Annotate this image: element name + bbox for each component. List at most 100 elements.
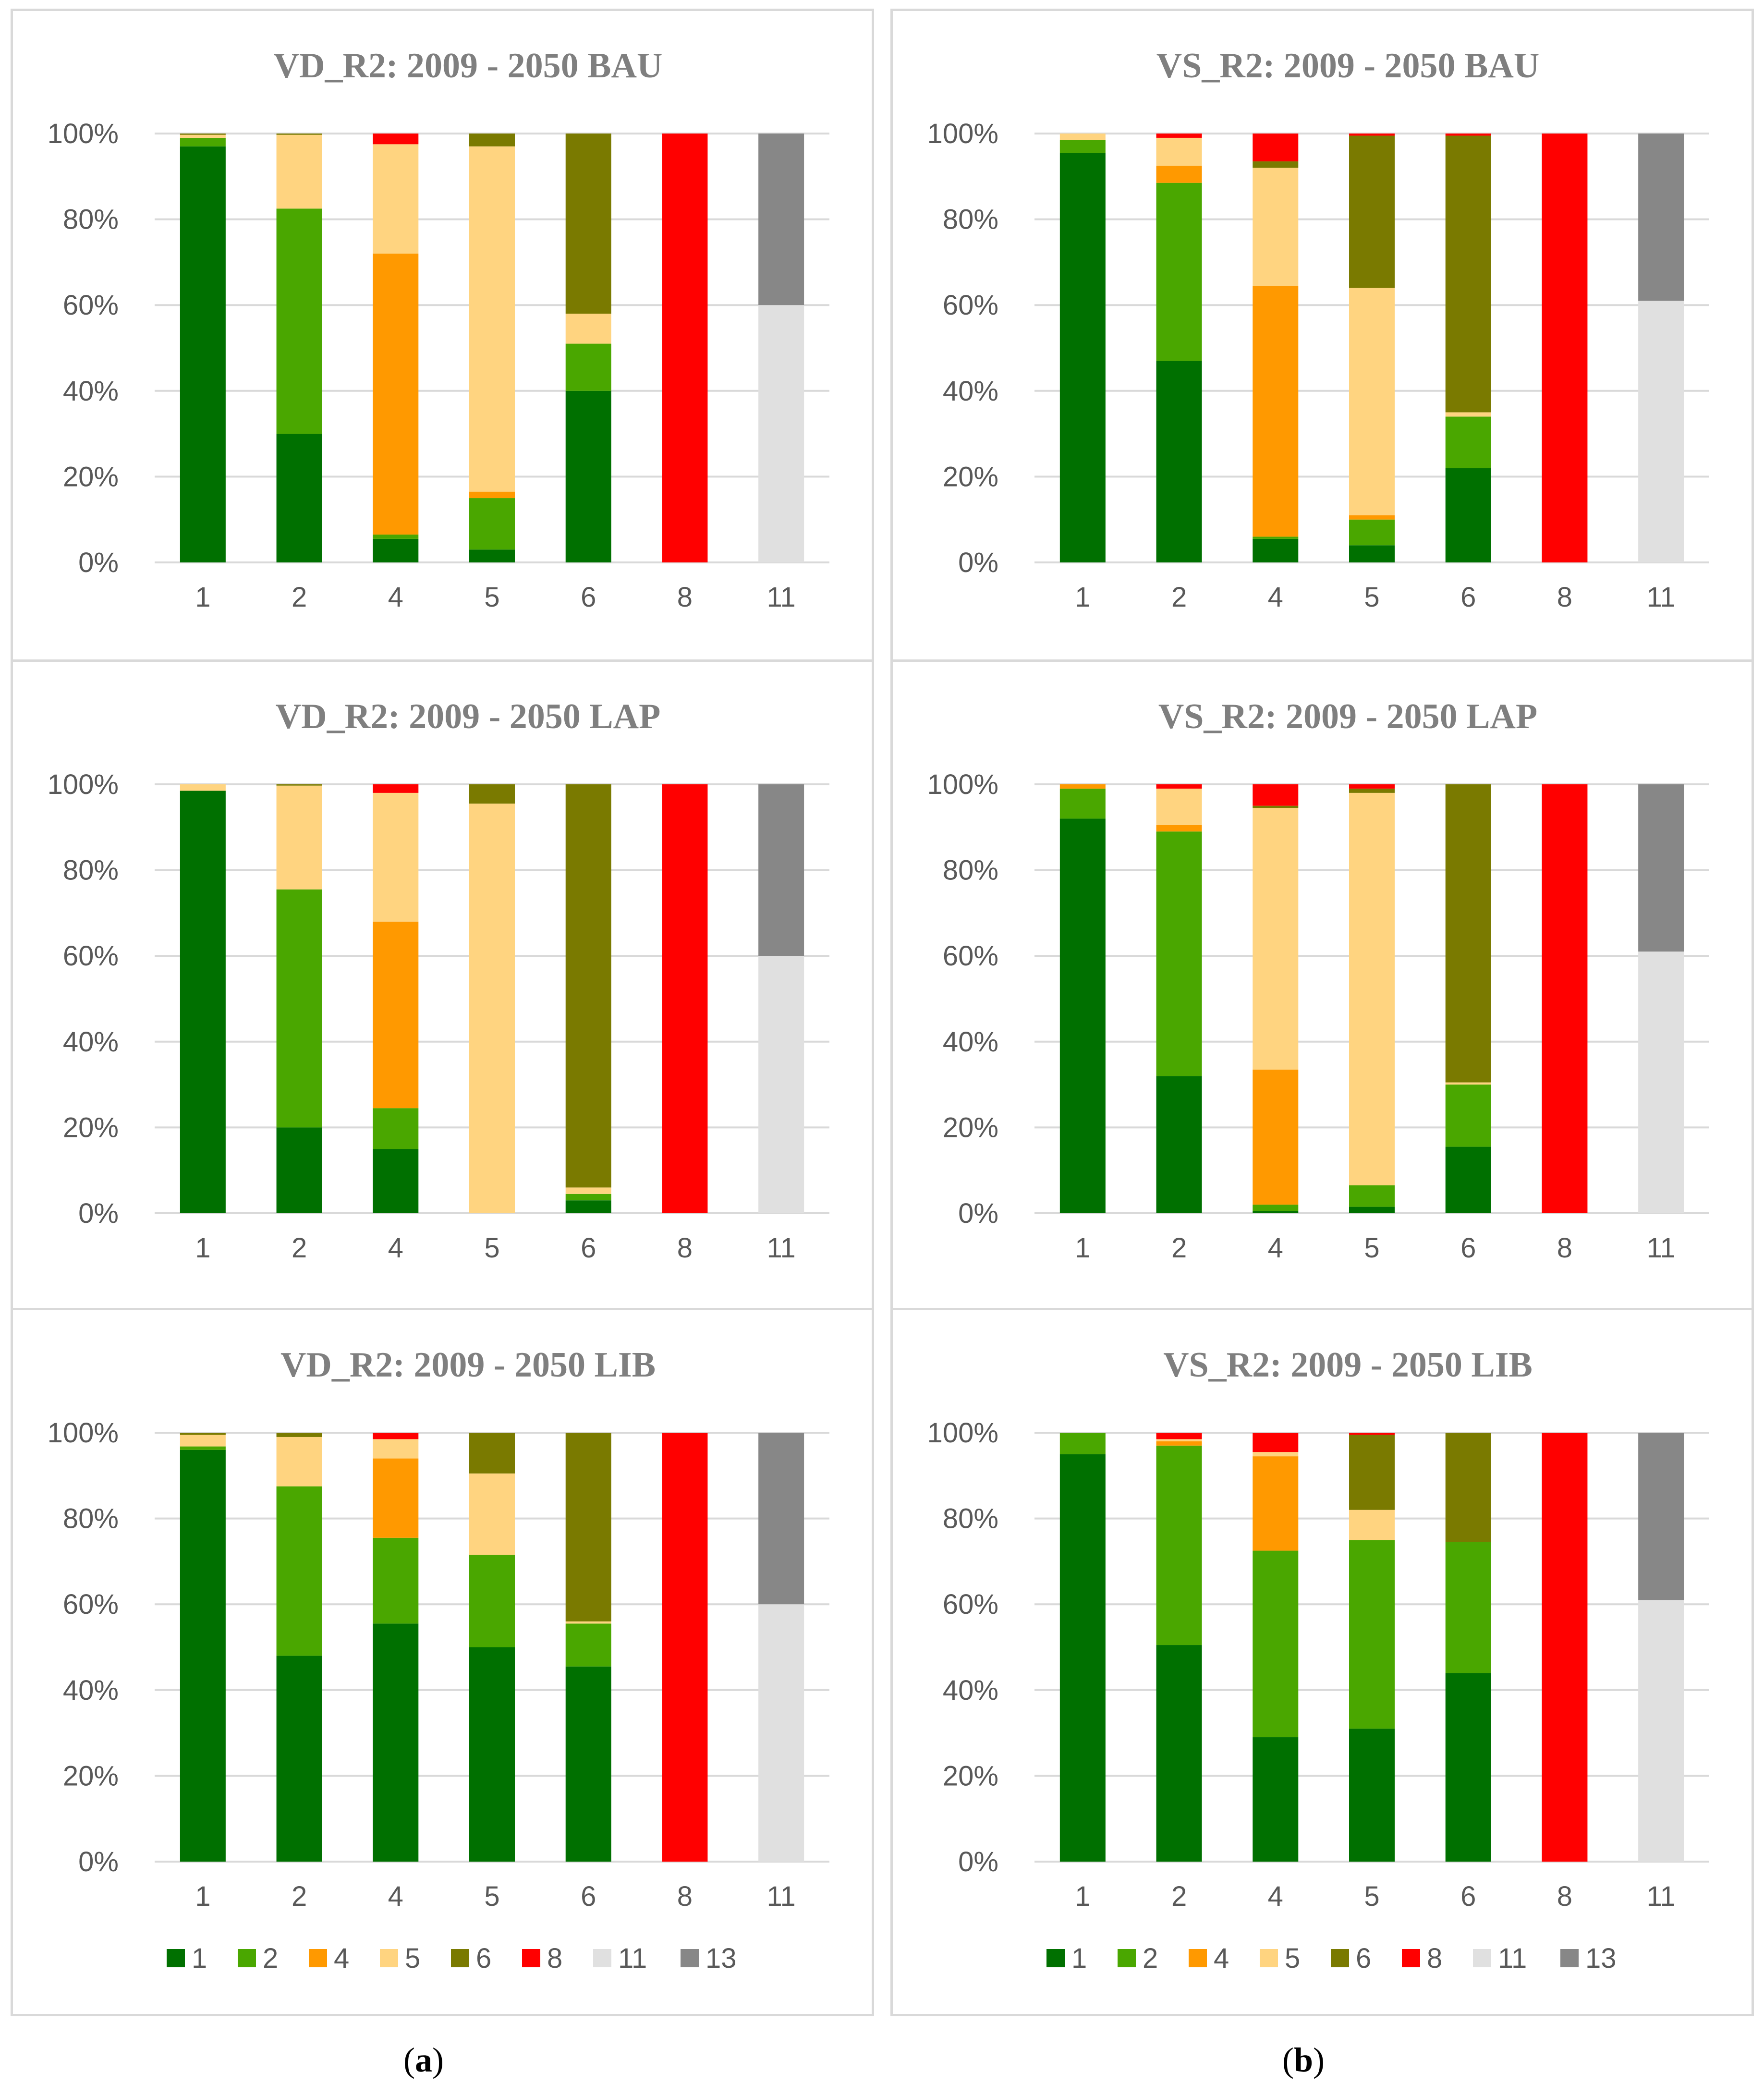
x-tick-label: 11 [1647, 582, 1676, 613]
x-tick-label: 1 [195, 582, 210, 613]
legend-swatch-11 [1473, 1949, 1491, 1967]
x-tick-label: 4 [388, 582, 403, 613]
bar-vs-r2-2009-2050-bau-cat-8-class-8 [1542, 134, 1588, 562]
y-tick-label: 80% [943, 855, 998, 886]
y-tick-label: 80% [63, 204, 119, 235]
bar-vd-r2-2009-2050-bau-cat-1-class-6 [180, 134, 226, 135]
bar-vd-r2-2009-2050-lib-cat-8-class-8 [662, 1433, 708, 1862]
legend-label-13: 13 [1585, 1943, 1617, 1974]
bar-vs-r2-2009-2050-lap-cat-1-class-2 [1059, 788, 1106, 819]
bar-vd-r2-2009-2050-lib-cat-11-class-11 [758, 1604, 804, 1862]
legend-swatch-13 [1560, 1949, 1579, 1967]
x-tick-label: 5 [484, 1881, 499, 1912]
legend-swatch-13 [681, 1949, 699, 1967]
legend-swatch-8 [522, 1949, 540, 1967]
x-tick-label: 2 [292, 1232, 307, 1264]
bar-vs-r2-2009-2050-bau-cat-11-class-11 [1638, 301, 1684, 562]
x-tick-label: 1 [1075, 1232, 1090, 1264]
bar-vs-r2-2009-2050-lib-cat-6-class-1 [1445, 1673, 1491, 1862]
y-tick-label: 40% [63, 1675, 119, 1706]
y-tick-label: 20% [63, 461, 119, 492]
chart-vd-lib: VD_R2: 2009 - 2050 LIB 0% 20% 40% 60% 80% 100%… [48, 1345, 829, 1912]
y-tick-label: 20% [943, 1760, 998, 1791]
legend-label-6: 6 [1356, 1943, 1371, 1974]
bar-vs-r2-2009-2050-lib-cat-4-class-1 [1253, 1737, 1299, 1862]
bar-vs-r2-2009-2050-lib-cat-4-class-4 [1253, 1456, 1299, 1551]
y-tick-label: 100% [927, 118, 998, 149]
bar-vd-r2-2009-2050-bau-cat-5-class-1 [469, 549, 515, 562]
bar-vs-r2-2009-2050-lib-cat-5-class-2 [1349, 1540, 1395, 1729]
x-tick-label: 1 [1075, 1881, 1090, 1912]
y-tick-label: 80% [943, 204, 998, 235]
x-tick-label: 6 [581, 582, 596, 613]
legend-swatch-1 [167, 1949, 185, 1967]
x-tick-label: 5 [1364, 1881, 1379, 1912]
legend-label-4: 4 [1214, 1943, 1229, 1974]
bar-vs-r2-2009-2050-lap-cat-6-class-5 [1445, 1082, 1491, 1085]
bar-vs-r2-2009-2050-lap-cat-4-class-2 [1253, 1205, 1299, 1211]
bar-vs-r2-2009-2050-bau-cat-5-class-8 [1349, 134, 1395, 136]
bar-vs-r2-2009-2050-lib-cat-5-class-1 [1349, 1729, 1395, 1862]
legend-label-2: 2 [263, 1943, 278, 1974]
bar-vd-r2-2009-2050-lap-cat-1-class-1 [180, 791, 226, 1213]
bar-vd-r2-2009-2050-lib-cat-2-class-1 [276, 1656, 322, 1862]
bar-vd-r2-2009-2050-lap-cat-4-class-5 [373, 792, 419, 922]
x-tick-label: 2 [1171, 1232, 1187, 1264]
bar-vd-r2-2009-2050-lib-cat-11-class-13 [758, 1433, 804, 1605]
bar-vs-r2-2009-2050-lap-cat-8-class-8 [1542, 784, 1588, 1213]
x-tick-label: 11 [1647, 1881, 1676, 1912]
legend-swatch-6 [1331, 1949, 1349, 1967]
bar-vs-r2-2009-2050-lib-cat-5-class-5 [1349, 1510, 1395, 1540]
chart-title: VS_R2: 2009 - 2050 BAU [1156, 46, 1540, 85]
bar-vs-r2-2009-2050-lap-cat-2-class-1 [1156, 1076, 1202, 1213]
x-tick-label: 6 [1460, 582, 1476, 613]
bar-vd-r2-2009-2050-lib-cat-4-class-2 [373, 1537, 419, 1624]
y-tick-label: 80% [943, 1503, 998, 1535]
x-tick-label: 1 [1075, 582, 1090, 613]
legend-swatch-6 [451, 1949, 469, 1967]
bar-vd-r2-2009-2050-bau-cat-11-class-13 [758, 134, 804, 305]
chart-vs-lib: VS_R2: 2009 - 2050 LIB 0% 20% 40% 60% 80% 100%… [927, 1345, 1709, 1912]
x-tick-label: 8 [677, 1232, 693, 1264]
x-tick-label: 5 [1364, 1232, 1379, 1264]
bar-vd-r2-2009-2050-lap-cat-8-class-8 [662, 784, 708, 1213]
bar-vd-r2-2009-2050-bau-cat-5-class-2 [469, 498, 515, 550]
legend-swatch-2 [1118, 1949, 1136, 1967]
bar-vs-r2-2009-2050-lib-cat-2-class-2 [1156, 1445, 1202, 1645]
bar-vd-r2-2009-2050-bau-cat-6-class-2 [565, 343, 611, 391]
bar-vd-r2-2009-2050-lib-cat-5-class-2 [469, 1555, 515, 1647]
bar-vd-r2-2009-2050-lib-cat-4-class-5 [373, 1439, 419, 1459]
legend-label-11: 11 [618, 1943, 647, 1974]
bar-vs-r2-2009-2050-bau-cat-6-class-1 [1445, 468, 1491, 562]
bar-vd-r2-2009-2050-bau-cat-5-class-6 [469, 134, 515, 146]
x-tick-label: 5 [484, 1232, 499, 1264]
bar-vs-r2-2009-2050-bau-cat-2-class-1 [1156, 361, 1202, 562]
y-tick-label: 60% [943, 290, 998, 321]
bar-vs-r2-2009-2050-lib-cat-11-class-11 [1638, 1600, 1684, 1862]
x-tick-label: 11 [767, 1232, 796, 1264]
legend-swatch-1 [1046, 1949, 1065, 1967]
bar-vs-r2-2009-2050-lap-cat-6-class-1 [1445, 1146, 1491, 1213]
legend-label-6: 6 [476, 1943, 491, 1974]
x-tick-label: 6 [581, 1232, 596, 1264]
bar-vd-r2-2009-2050-lib-cat-6-class-2 [565, 1623, 611, 1667]
bar-vd-r2-2009-2050-bau-cat-2-class-2 [276, 208, 322, 434]
legend-swatch-5 [1260, 1949, 1278, 1967]
bar-vs-r2-2009-2050-lap-cat-11-class-11 [1638, 951, 1684, 1213]
y-tick-label: 40% [943, 376, 998, 407]
legend-a: 1 2 4 5 6 8 11 13 [13, 1927, 872, 1980]
bar-vs-r2-2009-2050-bau-cat-4-class-6 [1253, 161, 1299, 168]
chart-vd-bau: VD_R2: 2009 - 2050 BAU 0% 20% 40% 60% 80% 100%… [48, 46, 829, 613]
bar-vd-r2-2009-2050-bau-cat-1-class-2 [180, 137, 226, 146]
y-tick-label: 100% [927, 1417, 998, 1449]
chart-panel-vs-lib: VS_R2: 2009 - 2050 LIB 0% 20% 40% 60% 80% 100%… [893, 1308, 1752, 1959]
bar-vs-r2-2009-2050-lib-cat-2-class-1 [1156, 1645, 1202, 1862]
bar-vd-r2-2009-2050-bau-cat-5-class-5 [469, 146, 515, 492]
bar-vs-r2-2009-2050-lib-cat-2-class-4 [1156, 1441, 1202, 1446]
legend-b: 1 2 4 5 6 8 11 13 [893, 1927, 1752, 1980]
bar-vd-r2-2009-2050-lap-cat-6-class-2 [565, 1194, 611, 1201]
bar-vs-r2-2009-2050-bau-cat-4-class-8 [1253, 134, 1299, 162]
bar-vd-r2-2009-2050-bau-cat-2-class-1 [276, 434, 322, 562]
x-tick-label: 8 [1557, 582, 1572, 613]
bar-vd-r2-2009-2050-lib-cat-4-class-4 [373, 1458, 419, 1538]
